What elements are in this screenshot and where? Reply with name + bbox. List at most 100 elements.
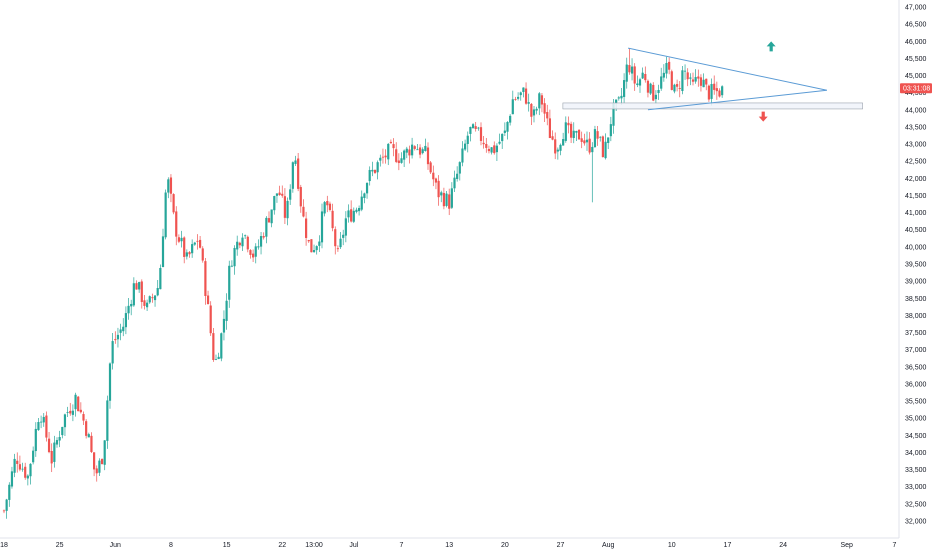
last-price-badge-bg <box>900 83 932 94</box>
candle-body <box>514 99 517 100</box>
candle-body <box>620 95 623 99</box>
candle-body <box>212 333 215 360</box>
candle <box>464 139 467 152</box>
candle <box>297 152 300 192</box>
triangle-upper-line[interactable] <box>627 47 827 91</box>
candle-body <box>371 169 374 172</box>
support-zone[interactable] <box>562 102 863 110</box>
candle-body <box>630 66 634 74</box>
candle-body <box>564 122 567 141</box>
candle <box>360 190 363 212</box>
candle <box>212 328 215 362</box>
candle <box>479 122 483 146</box>
zone-layer <box>562 102 863 110</box>
candle-body <box>18 464 21 470</box>
candle-body <box>440 192 443 196</box>
candle <box>328 201 332 212</box>
candle <box>342 229 345 246</box>
time-axis[interactable]: 18 25 Jun 8 15 22 13:00 Jul 7 13 20 27 Aug 10 17 24 Sep 7 <box>0 542 896 549</box>
candle <box>434 177 438 190</box>
candle <box>583 133 586 146</box>
candle-body <box>556 149 559 152</box>
candle-body <box>185 252 188 257</box>
candle <box>373 169 377 175</box>
candle <box>50 443 53 473</box>
candle-body <box>270 209 273 224</box>
candle <box>275 193 279 203</box>
candle <box>424 138 427 152</box>
candle <box>347 204 350 223</box>
candle <box>262 232 265 240</box>
candle-body <box>466 135 469 144</box>
candle-body <box>267 218 271 223</box>
candle-body <box>707 85 710 100</box>
candle-body <box>450 188 453 208</box>
candle <box>273 195 276 215</box>
candle <box>119 323 122 341</box>
candle <box>323 200 326 217</box>
candle <box>217 352 220 360</box>
candle-body <box>418 147 422 155</box>
candle <box>556 147 559 160</box>
candle-body <box>63 414 67 428</box>
candle-body <box>336 248 339 250</box>
candle-body <box>593 129 597 148</box>
down-arrow-icon[interactable] <box>758 111 768 122</box>
candle-body <box>8 484 11 500</box>
candle <box>397 153 400 171</box>
candle <box>646 79 650 98</box>
triangle-lower-line[interactable] <box>647 89 827 111</box>
candle <box>599 136 602 142</box>
candle-body <box>135 283 138 290</box>
candle-body <box>13 458 16 473</box>
candle-body <box>376 162 379 173</box>
candle-body <box>74 394 77 410</box>
candle-body <box>644 74 647 81</box>
candle <box>440 190 443 203</box>
candle-body <box>50 451 53 464</box>
candle <box>214 354 218 361</box>
candle-body <box>42 416 45 423</box>
candle-body <box>278 192 281 196</box>
candle <box>461 141 464 167</box>
candle-body <box>148 296 151 303</box>
candle <box>445 190 448 208</box>
candle-body <box>146 302 149 308</box>
price-tick-label: 37,500 <box>905 330 927 337</box>
candle <box>564 116 567 143</box>
candle-body <box>191 244 194 254</box>
candle <box>259 231 263 255</box>
candle <box>331 203 334 232</box>
candle <box>458 161 461 181</box>
candle-body <box>246 236 249 250</box>
candle-body <box>273 196 276 211</box>
candle-body <box>662 72 665 78</box>
candle <box>5 498 8 519</box>
candle <box>379 154 382 167</box>
candle <box>392 138 395 157</box>
candle-body <box>286 200 289 219</box>
candle-body <box>2 510 6 512</box>
candle <box>405 146 408 159</box>
price-axis[interactable]: 47,000 46,500 46,000 45,500 45,000 44,500 44,0… <box>905 5 927 526</box>
price-tick-label: 32,000 <box>905 519 927 526</box>
candle <box>93 452 96 477</box>
candle <box>167 177 170 199</box>
candle-body <box>323 202 326 214</box>
candle-body <box>220 333 223 359</box>
candle-body <box>283 196 286 218</box>
candle-body <box>167 179 170 193</box>
candle <box>580 131 583 149</box>
candle-body <box>577 129 581 140</box>
price-tick-label: 43,000 <box>905 142 927 149</box>
up-arrow-icon[interactable] <box>766 41 776 52</box>
candle <box>29 463 32 485</box>
candle <box>79 402 82 414</box>
price-tick-label: 39,000 <box>905 279 927 286</box>
price-tick-label: 35,000 <box>905 416 927 423</box>
candle-body <box>106 400 109 441</box>
candle <box>220 332 223 362</box>
price-tick-label: 34,000 <box>905 450 927 457</box>
candle-body <box>95 468 98 474</box>
